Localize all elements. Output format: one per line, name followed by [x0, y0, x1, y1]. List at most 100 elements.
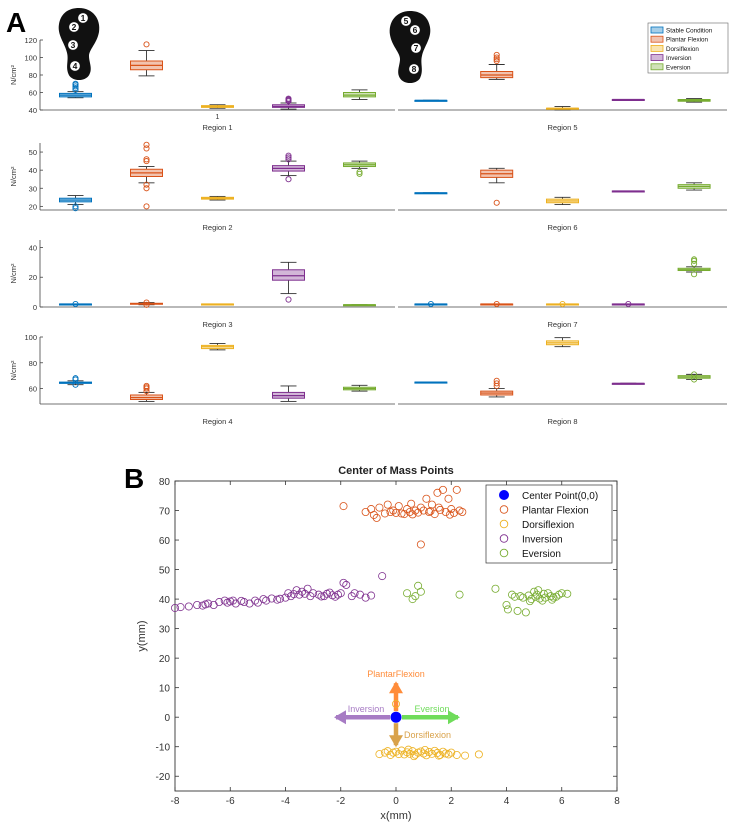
box-inversion — [611, 190, 645, 193]
data-point — [416, 747, 425, 756]
data-point — [416, 540, 425, 549]
y-axis-label: N/cm² — [9, 360, 18, 380]
y-tick-label: 60 — [29, 385, 37, 394]
y-tick-label: 80 — [29, 71, 37, 80]
outlier-point — [285, 296, 292, 303]
y-tick-label: 80 — [29, 359, 37, 368]
y-tick-label: -20 — [156, 772, 171, 783]
region-title: Region 2 — [202, 223, 232, 232]
x-tick-label: 4 — [504, 796, 510, 807]
data-point — [347, 592, 356, 601]
data-point — [303, 584, 312, 593]
data-point — [543, 589, 552, 598]
data-point — [425, 507, 434, 516]
region-marker — [400, 15, 412, 27]
left-foot-icon: 12 3 4 — [58, 8, 100, 80]
data-point — [391, 508, 400, 517]
legend-swatch — [650, 35, 664, 43]
legend-b-label: Center Point(0,0) — [522, 491, 598, 502]
legend-label: Stable Condition — [666, 28, 713, 35]
arrow-label-plantar: PlantarFlexion — [367, 669, 425, 679]
series-plantar-flexion — [339, 485, 467, 549]
arrow-dorsiflexion — [389, 723, 403, 748]
data-point — [287, 592, 296, 601]
data-point — [229, 596, 238, 605]
data-point — [434, 503, 443, 512]
outlier-point — [493, 380, 500, 387]
legend-swatch — [650, 54, 664, 61]
region-number: 7 — [414, 43, 419, 53]
data-point — [434, 751, 443, 760]
region-number: 2 — [72, 22, 77, 32]
data-point — [314, 590, 323, 599]
outlier-point — [143, 156, 150, 163]
outlier-point — [143, 185, 150, 192]
data-point — [491, 584, 500, 593]
arrow-head — [389, 735, 403, 748]
data-point — [539, 589, 548, 598]
y-tick-label: 50 — [159, 566, 171, 577]
y-tick-label: 30 — [29, 184, 37, 193]
legend-box — [647, 22, 729, 74]
data-point — [548, 595, 557, 604]
data-point — [430, 510, 439, 519]
outlier-point — [691, 271, 698, 278]
data-point — [300, 589, 309, 598]
outlier-point — [72, 300, 79, 308]
data-point — [309, 589, 318, 598]
x-tick-label: 0 — [393, 796, 399, 807]
data-point — [170, 603, 179, 612]
outlier-point — [493, 300, 500, 308]
data-point — [342, 580, 351, 589]
y-tick-label: 20 — [29, 202, 37, 211]
data-point — [361, 593, 370, 602]
legend-b-marker — [499, 490, 509, 500]
data-point — [452, 485, 461, 494]
data-point — [391, 699, 400, 708]
box-inversion — [272, 152, 305, 183]
box-stable-condition — [59, 300, 92, 308]
y-tick-label: 60 — [159, 536, 171, 547]
data-point — [407, 499, 416, 508]
data-point — [416, 587, 425, 596]
outlier-point — [143, 299, 150, 306]
data-point — [369, 510, 378, 519]
outlier-point — [493, 51, 500, 58]
y-tick-label: 10 — [159, 684, 171, 695]
outlier-point — [285, 176, 292, 183]
box-dorsiflexion — [546, 300, 579, 308]
data-point — [394, 502, 403, 511]
outlier-point — [72, 80, 79, 87]
data-point — [375, 503, 384, 512]
right-foot-icon: 56 7 8 — [389, 11, 431, 83]
box-inversion — [611, 382, 645, 385]
data-point — [339, 578, 348, 587]
y-tick-label: 80 — [159, 477, 171, 488]
y-tick-label: 20 — [159, 654, 171, 665]
data-point — [425, 748, 434, 757]
data-point — [430, 746, 439, 755]
outlier-point — [143, 301, 150, 308]
legend-b-marker — [499, 548, 509, 558]
box-inversion — [272, 95, 305, 110]
region-number: 4 — [73, 61, 78, 71]
data-point — [444, 750, 453, 759]
box-stable-condition — [414, 300, 448, 308]
outlier-point — [625, 300, 632, 308]
data-point — [563, 589, 572, 598]
box-dorsiflexion — [546, 337, 579, 348]
region-title: Region 1 — [202, 123, 232, 132]
box-dorsiflexion — [201, 303, 234, 306]
legend-b-label: Plantar Flexion — [522, 506, 589, 517]
box-iqr — [272, 269, 305, 281]
legend-a: Stable Condition Plantar Flexion Dorsiflex… — [647, 22, 729, 74]
box-eversion — [343, 304, 376, 307]
box-dorsiflexion — [546, 196, 579, 206]
outlier-point — [493, 56, 500, 63]
box-stable-condition — [59, 375, 92, 388]
outlier-point — [691, 260, 698, 267]
outlier-point — [143, 41, 150, 48]
data-point — [391, 747, 400, 756]
box-plantar-flexion — [130, 299, 163, 308]
